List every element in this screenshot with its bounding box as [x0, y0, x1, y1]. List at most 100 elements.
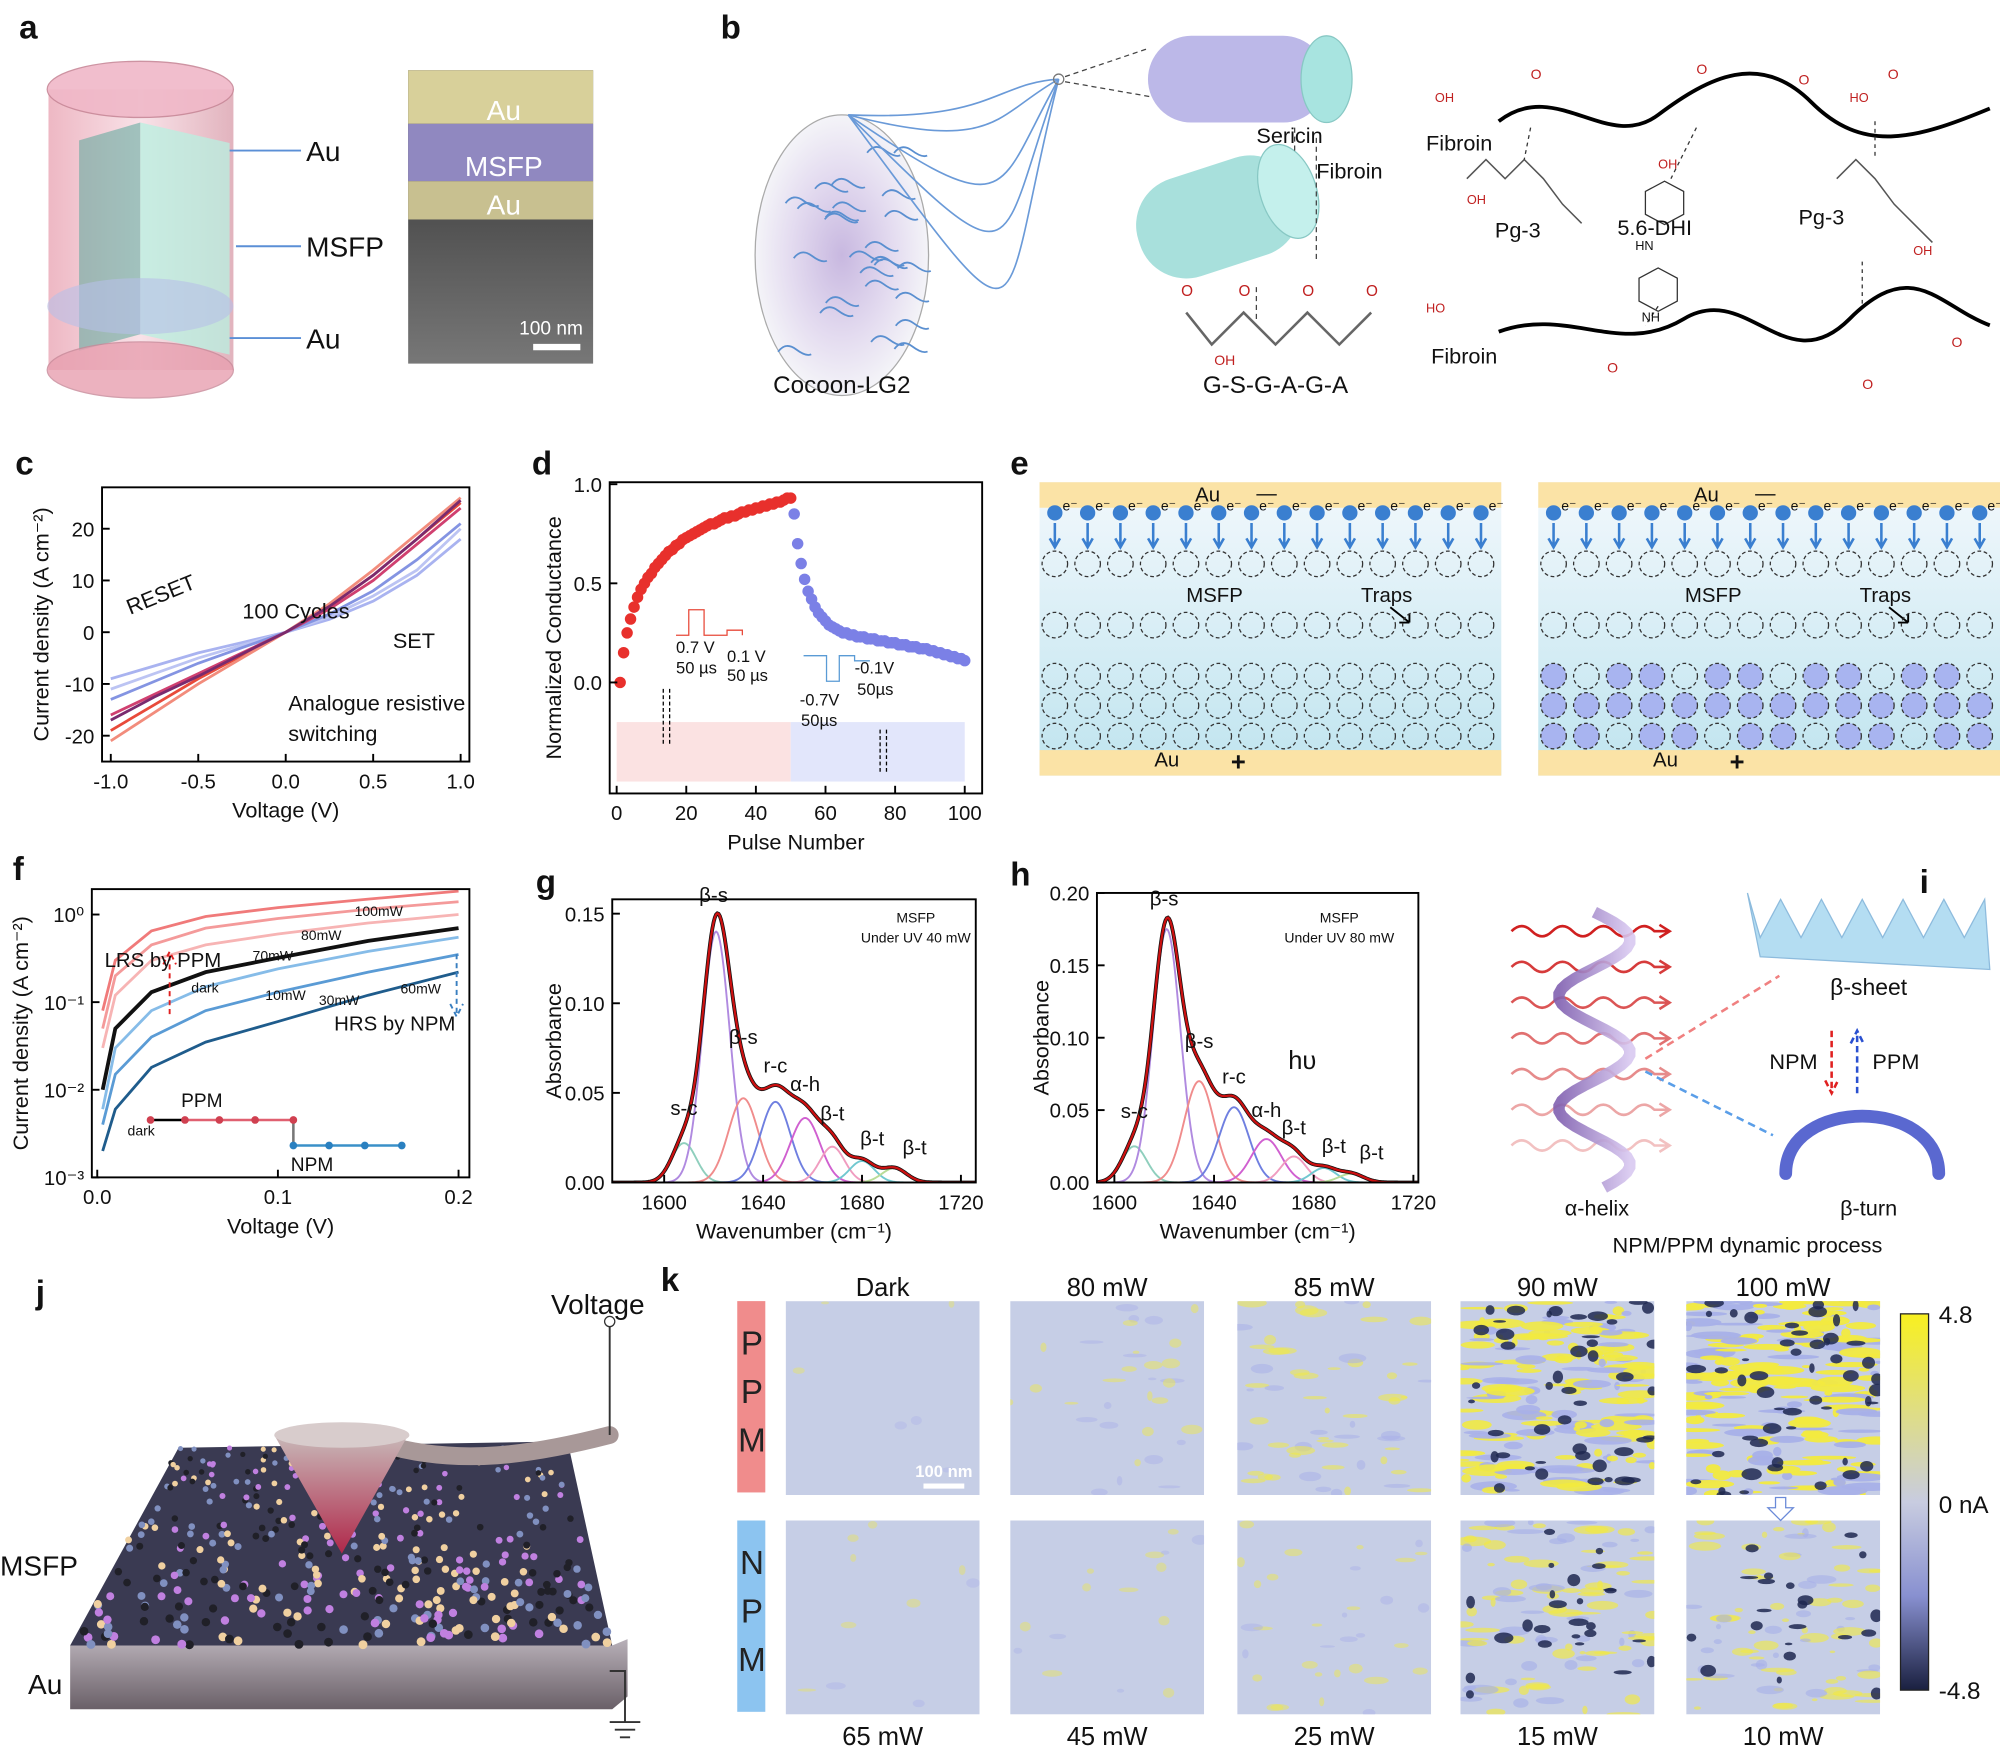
- atom: [415, 1600, 424, 1609]
- fiber-squiggle: [824, 210, 860, 222]
- map-feature: [1648, 1462, 1655, 1470]
- map-feature: [1817, 1376, 1853, 1387]
- electron: [1873, 505, 1890, 521]
- traps-label: Traps: [1860, 585, 1911, 607]
- map-feature: [1468, 1399, 1475, 1404]
- map-feature: [1019, 1621, 1031, 1632]
- map-feature: [1597, 1580, 1603, 1590]
- electron: [1644, 505, 1660, 521]
- map-feature: [1327, 1367, 1341, 1371]
- peak-label: α-h: [790, 1074, 820, 1096]
- annotation: Analogue resistive: [288, 691, 465, 716]
- arrow: [1644, 1070, 1774, 1137]
- trap: [1107, 611, 1134, 639]
- trap: [1139, 550, 1167, 578]
- atom: [233, 1478, 240, 1485]
- trap: [1467, 611, 1495, 639]
- map-feature: [1811, 1698, 1818, 1702]
- peak: [1096, 1145, 1419, 1183]
- trap: [1467, 722, 1495, 750]
- map-feature: [1510, 1579, 1528, 1590]
- map-feature: [1595, 1547, 1604, 1555]
- map-feature: [1555, 1483, 1589, 1487]
- trap: [1933, 550, 1961, 578]
- arrow: [1645, 523, 1659, 550]
- map-feature: [1628, 1301, 1648, 1305]
- sem-au: [408, 70, 594, 124]
- electron-label: e⁻: [1889, 497, 1904, 513]
- atom: [123, 1578, 131, 1587]
- map-feature: [1700, 1664, 1717, 1677]
- map-feature: [1785, 1582, 1795, 1589]
- atom: [283, 1629, 292, 1638]
- atom: [253, 1493, 260, 1500]
- atom: [569, 1596, 578, 1605]
- electron: [1407, 505, 1424, 521]
- trap: [1736, 611, 1764, 639]
- atom: [171, 1526, 179, 1533]
- map-feature: [1795, 1610, 1812, 1618]
- arrow: [1940, 523, 1954, 550]
- atom: [225, 1452, 231, 1458]
- atom: [477, 1597, 486, 1606]
- scale-bar-label: 100 nm: [519, 318, 583, 339]
- atom-label: HN: [1635, 238, 1653, 253]
- map-feature: [1704, 1412, 1746, 1419]
- map-feature: [1866, 1401, 1879, 1405]
- map-feature: [1820, 1406, 1833, 1410]
- map-feature: [1824, 1307, 1844, 1311]
- map-feature: [1842, 1470, 1860, 1480]
- atom: [585, 1603, 594, 1612]
- map-feature: [1190, 1304, 1199, 1314]
- map-feature: [1545, 1381, 1553, 1390]
- atom: [298, 1546, 306, 1554]
- map-feature: [1770, 1602, 1785, 1610]
- map-feature: [1758, 1481, 1781, 1485]
- x-tick-label: 100: [948, 803, 982, 825]
- atom: [243, 1494, 250, 1501]
- electron: [1079, 505, 1096, 521]
- x-tick-label: 1720: [1391, 1192, 1436, 1214]
- trap: [1369, 550, 1397, 578]
- power-label: 15 mW: [1517, 1723, 1598, 1751]
- atom: [553, 1618, 562, 1628]
- map-feature: [1510, 1333, 1543, 1341]
- y-tick-label: -10: [65, 675, 94, 697]
- atom-label: O: [1798, 71, 1809, 87]
- atom: [436, 1499, 443, 1506]
- atom: [311, 1565, 320, 1574]
- atom: [249, 1604, 258, 1613]
- atom: [530, 1553, 538, 1561]
- atom: [301, 1541, 309, 1549]
- map-feature: [1828, 1583, 1854, 1587]
- atom: [323, 1532, 331, 1540]
- atom: [312, 1571, 321, 1579]
- atom: [303, 1594, 312, 1604]
- atom: [273, 1622, 282, 1632]
- atom: [278, 1560, 287, 1568]
- layer-label: MSFP: [0, 1550, 78, 1581]
- atom: [555, 1606, 564, 1615]
- map-feature: [825, 1682, 846, 1690]
- map-feature: [1809, 1339, 1826, 1350]
- map-feature: [1349, 1420, 1356, 1428]
- annotation: LRS by PPM: [105, 950, 222, 972]
- process-dot: [360, 1141, 369, 1150]
- trap: [1074, 692, 1102, 719]
- map-feature: [1355, 1633, 1366, 1638]
- map-feature: [1344, 1486, 1352, 1495]
- map-feature: [1710, 1379, 1730, 1387]
- map-feature: [1181, 1424, 1203, 1435]
- plot-frame: [101, 486, 471, 763]
- map-feature: [1568, 1618, 1589, 1627]
- atom: [245, 1502, 253, 1509]
- trap: [1867, 550, 1895, 578]
- atom: [148, 1518, 155, 1525]
- map-feature: [1846, 1340, 1866, 1346]
- map-feature: [1579, 1587, 1605, 1595]
- atom: [218, 1530, 226, 1538]
- map-feature: [1831, 1545, 1862, 1550]
- fiber-squiggle: [825, 296, 860, 307]
- electrode-label: Au: [1195, 484, 1220, 506]
- map-feature: [1729, 1308, 1738, 1318]
